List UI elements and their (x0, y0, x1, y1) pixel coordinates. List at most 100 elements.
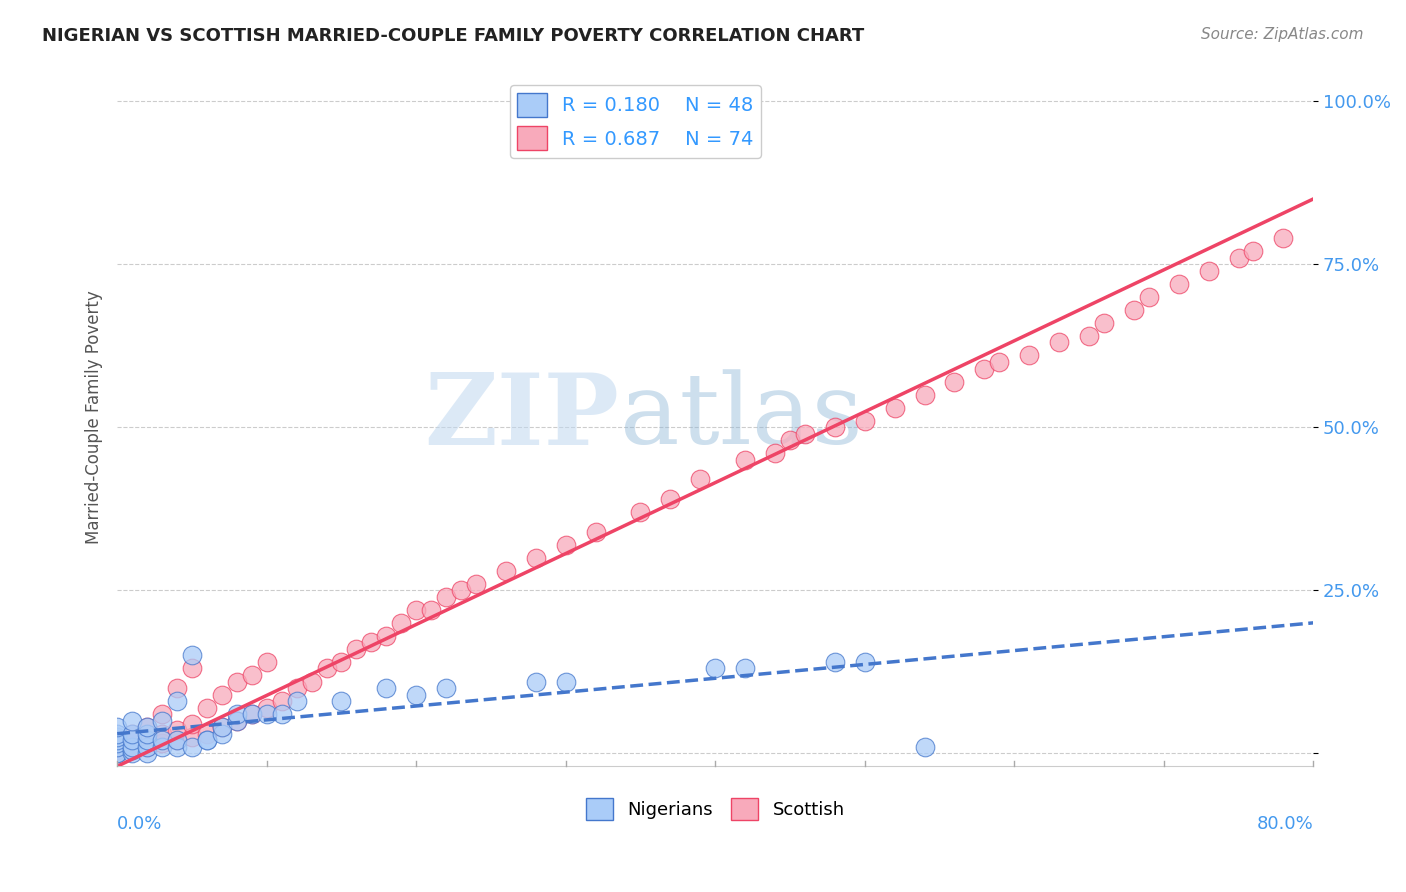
Point (883, 401, 905, 415)
Point (166, 723, 188, 738)
Point (136, 727, 159, 741)
Point (121, 739, 143, 754)
Point (150, 707, 173, 722)
Point (136, 720, 159, 734)
Point (630, 505, 652, 519)
Point (166, 694, 188, 708)
Point (689, 472, 711, 486)
Point (360, 635, 382, 649)
Point (434, 681, 457, 695)
Point (240, 707, 263, 722)
Text: 80.0%: 80.0% (1257, 815, 1313, 833)
Point (150, 733, 173, 747)
Point (105, 737, 128, 751)
Point (225, 714, 247, 728)
Point (405, 688, 427, 702)
Point (166, 733, 188, 747)
Point (495, 564, 517, 578)
Point (256, 707, 278, 722)
Text: 0.0%: 0.0% (117, 815, 163, 833)
Point (136, 720, 159, 734)
Point (389, 615, 412, 630)
Point (734, 661, 756, 675)
Point (150, 737, 173, 751)
Point (121, 727, 143, 741)
Point (105, 746, 128, 760)
Point (1092, 316, 1115, 330)
Point (1122, 302, 1144, 317)
Y-axis label: Married-Couple Family Poverty: Married-Couple Family Poverty (86, 291, 103, 544)
Point (105, 737, 128, 751)
Point (166, 681, 188, 695)
Point (225, 674, 247, 689)
Point (465, 576, 488, 591)
Point (330, 694, 353, 708)
Point (240, 707, 263, 722)
Point (914, 739, 936, 754)
Point (181, 648, 204, 663)
Point (105, 746, 128, 760)
Point (344, 642, 367, 657)
Point (211, 688, 233, 702)
Point (285, 694, 308, 708)
Point (794, 426, 817, 441)
Point (824, 420, 846, 434)
Point (256, 655, 278, 669)
Point (1227, 251, 1250, 265)
Point (1167, 277, 1189, 291)
Point (330, 655, 353, 669)
Point (150, 739, 173, 754)
Point (121, 743, 143, 757)
Point (211, 720, 233, 734)
Point (105, 720, 128, 734)
Point (914, 387, 936, 401)
Point (1272, 231, 1295, 245)
Point (375, 681, 398, 695)
Point (166, 733, 188, 747)
Point (988, 355, 1011, 369)
Point (285, 681, 308, 695)
Point (121, 743, 143, 757)
Point (136, 733, 159, 747)
Point (121, 733, 143, 747)
Point (256, 700, 278, 714)
Text: ZIP: ZIP (425, 369, 620, 466)
Point (973, 361, 995, 376)
Point (824, 655, 846, 669)
Point (434, 590, 457, 604)
Point (105, 733, 128, 747)
Point (405, 603, 427, 617)
Point (105, 746, 128, 760)
Point (150, 727, 173, 741)
Point (181, 661, 204, 675)
Point (450, 583, 472, 598)
Point (166, 739, 188, 754)
Point (121, 746, 143, 760)
Point (105, 733, 128, 747)
Point (270, 707, 292, 722)
Point (420, 603, 443, 617)
Point (136, 733, 159, 747)
Point (524, 674, 547, 689)
Point (136, 739, 159, 754)
Point (121, 739, 143, 754)
Point (1078, 329, 1101, 343)
Point (779, 434, 801, 448)
Point (225, 714, 247, 728)
Point (136, 746, 159, 760)
Point (181, 717, 204, 731)
Point (270, 694, 292, 708)
Point (554, 674, 576, 689)
Point (315, 661, 337, 675)
Point (181, 739, 204, 754)
Point (1198, 263, 1220, 277)
Point (554, 538, 576, 552)
Point (734, 452, 756, 467)
Point (225, 707, 247, 722)
Point (301, 674, 323, 689)
Point (1047, 335, 1070, 350)
Point (524, 550, 547, 565)
Point (105, 743, 128, 757)
Point (105, 739, 128, 754)
Point (105, 739, 128, 754)
